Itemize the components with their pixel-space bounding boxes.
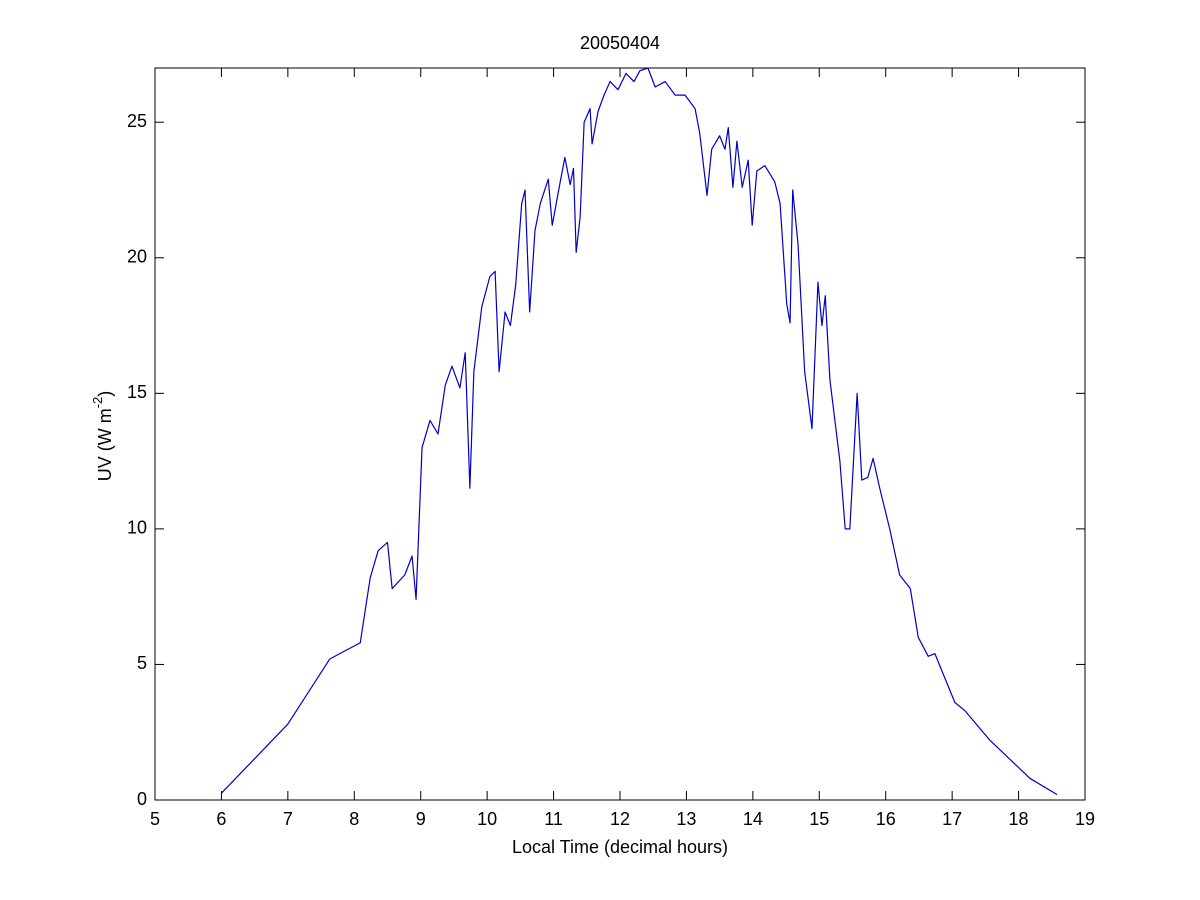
x-tick-label: 7 xyxy=(283,809,293,829)
x-tick-label: 14 xyxy=(743,809,763,829)
y-axis-label-superscript: -2 xyxy=(90,397,105,409)
y-tick-label: 20 xyxy=(127,247,147,267)
x-tick-label: 8 xyxy=(349,809,359,829)
x-tick-label: 16 xyxy=(876,809,896,829)
x-tick-label: 11 xyxy=(544,809,563,829)
x-tick-label: 13 xyxy=(676,809,696,829)
x-tick-label: 6 xyxy=(216,809,226,829)
x-tick-label: 18 xyxy=(1009,809,1029,829)
x-tick-label: 15 xyxy=(809,809,829,829)
uv-line xyxy=(220,67,1058,796)
y-tick-label: 5 xyxy=(137,653,147,673)
y-tick-label: 15 xyxy=(127,382,147,402)
x-tick-label: 9 xyxy=(416,809,426,829)
x-tick-label: 10 xyxy=(477,809,497,829)
y-axis-label-suffix: ) xyxy=(95,391,115,397)
y-axis-label-text: UV (W m xyxy=(95,408,115,481)
chart-title: 20050404 xyxy=(580,33,660,53)
y-tick-label: 0 xyxy=(137,789,147,809)
plot-area xyxy=(154,67,1086,801)
x-axis-label: Local Time (decimal hours) xyxy=(512,837,728,857)
x-tick-label: 12 xyxy=(610,809,630,829)
x-tick-label: 5 xyxy=(150,809,160,829)
x-tick-label: 17 xyxy=(942,809,962,829)
y-tick-label: 10 xyxy=(127,518,147,538)
y-tick-label: 25 xyxy=(127,111,147,131)
y-axis-label: UV (W m-2) xyxy=(90,391,115,482)
x-tick-label: 19 xyxy=(1075,809,1095,829)
